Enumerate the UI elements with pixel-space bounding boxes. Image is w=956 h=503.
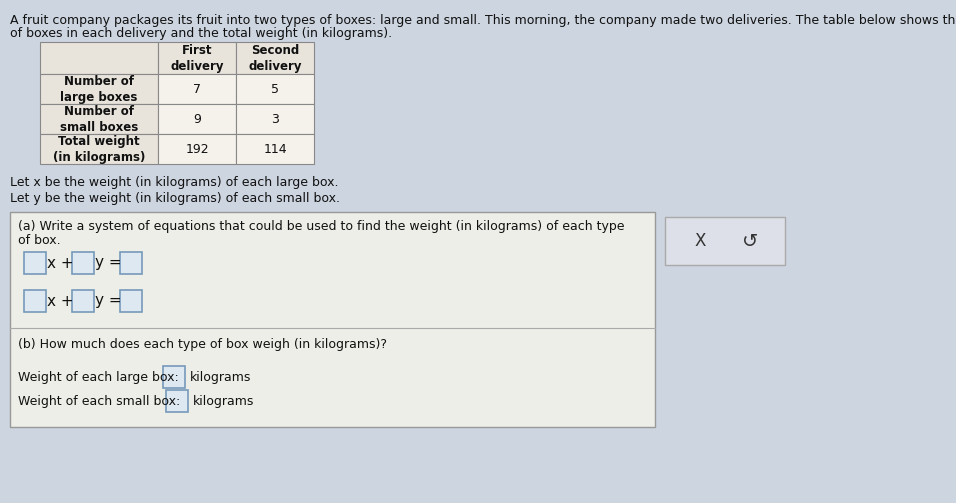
Bar — [236, 104, 314, 134]
Text: (a) Write a system of equations that could be used to find the weight (in kilogr: (a) Write a system of equations that cou… — [18, 220, 624, 233]
Bar — [40, 74, 158, 104]
Text: Let y be the weight (in kilograms) of each small box.: Let y be the weight (in kilograms) of ea… — [10, 192, 340, 205]
Bar — [158, 42, 236, 74]
Text: y =: y = — [95, 256, 121, 271]
Text: x +: x + — [47, 293, 74, 308]
Bar — [166, 390, 188, 412]
Text: 3: 3 — [272, 113, 279, 126]
Text: 7: 7 — [193, 82, 201, 96]
Bar — [72, 252, 94, 274]
Text: A fruit company packages its fruit into two types of boxes: large and small. Thi: A fruit company packages its fruit into … — [10, 14, 956, 27]
Text: 114: 114 — [263, 142, 287, 155]
Text: 192: 192 — [185, 142, 208, 155]
Text: Total weight
(in kilograms): Total weight (in kilograms) — [53, 134, 145, 163]
Text: Number of
small boxes: Number of small boxes — [60, 105, 138, 133]
Bar — [24, 290, 46, 312]
Text: 5: 5 — [271, 82, 279, 96]
Text: Weight of each large box:: Weight of each large box: — [18, 371, 179, 383]
Text: 9: 9 — [193, 113, 201, 126]
Bar — [40, 134, 158, 164]
Bar — [158, 134, 236, 164]
Text: X: X — [694, 232, 706, 250]
Bar — [72, 290, 94, 312]
Bar — [10, 212, 655, 427]
Text: x +: x + — [47, 256, 74, 271]
Text: of boxes in each delivery and the total weight (in kilograms).: of boxes in each delivery and the total … — [10, 27, 392, 40]
Bar — [236, 42, 314, 74]
Bar — [40, 42, 158, 74]
Text: Number of
large boxes: Number of large boxes — [60, 74, 138, 104]
Text: Let x be the weight (in kilograms) of each large box.: Let x be the weight (in kilograms) of ea… — [10, 176, 338, 189]
Bar — [158, 104, 236, 134]
Bar — [163, 366, 185, 388]
Bar — [158, 74, 236, 104]
Bar — [120, 290, 142, 312]
Text: kilograms: kilograms — [193, 394, 254, 407]
Bar — [40, 104, 158, 134]
Bar — [236, 74, 314, 104]
Text: kilograms: kilograms — [190, 371, 251, 383]
Text: of box.: of box. — [18, 234, 60, 247]
Bar — [236, 134, 314, 164]
Text: Weight of each small box:: Weight of each small box: — [18, 394, 181, 407]
Text: y =: y = — [95, 293, 121, 308]
Text: (b) How much does each type of box weigh (in kilograms)?: (b) How much does each type of box weigh… — [18, 338, 387, 351]
Bar — [120, 252, 142, 274]
Text: ↺: ↺ — [742, 231, 758, 250]
Bar — [24, 252, 46, 274]
Text: Second
delivery: Second delivery — [249, 43, 302, 72]
Bar — [665, 217, 785, 265]
Text: First
delivery: First delivery — [170, 43, 224, 72]
